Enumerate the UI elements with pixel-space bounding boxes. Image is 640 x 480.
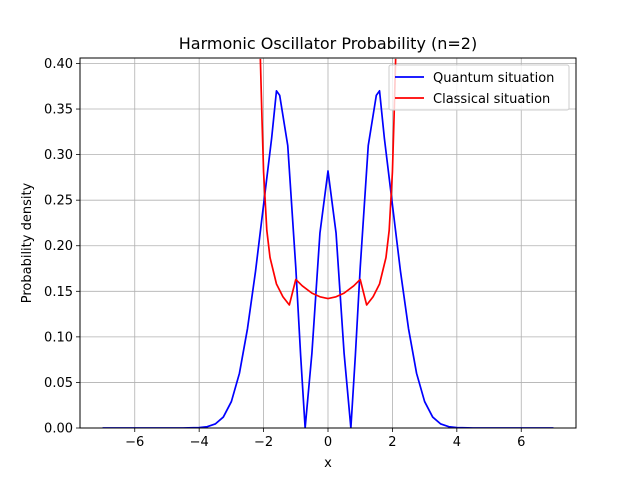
y-tick-label: 0.40 [44, 57, 73, 72]
x-tick-label: 6 [517, 435, 525, 450]
series-line-quantum [102, 89, 554, 428]
x-tick-label: −4 [190, 435, 209, 450]
legend-label-quantum: Quantum situation [433, 71, 554, 86]
legend: Quantum situation Classical situation [388, 64, 570, 111]
series-line-classical [259, 58, 397, 306]
x-tick-label: 4 [453, 435, 461, 450]
y-tick-label: 0.10 [44, 330, 73, 345]
y-tick-label: 0.30 [44, 148, 73, 163]
y-tick-label: 0.20 [44, 239, 73, 254]
y-axis-label: Probability density [20, 182, 35, 303]
legend-box [388, 64, 570, 111]
x-tick-label: −6 [125, 435, 144, 450]
y-tick-label: 0.05 [44, 376, 73, 391]
axis-ticks: −6 −4 −2 0 2 4 6 0.00 0.05 0.10 0.15 0.20 0.25 0.30 0.… [44, 57, 525, 450]
y-tick-label: 0.25 [44, 194, 73, 209]
plot-lines [102, 58, 554, 428]
y-tick-label: 0.15 [44, 285, 73, 300]
chart-title: Harmonic Oscillator Probability (n=2) [179, 34, 477, 53]
x-tick-label: 2 [388, 435, 396, 450]
legend-label-classical: Classical situation [433, 92, 550, 107]
x-axis-label: x [324, 456, 332, 471]
x-tick-label: −2 [254, 435, 273, 450]
y-tick-label: 0.00 [44, 422, 73, 437]
x-tick-label: 0 [324, 435, 332, 450]
y-tick-label: 0.35 [44, 103, 73, 118]
